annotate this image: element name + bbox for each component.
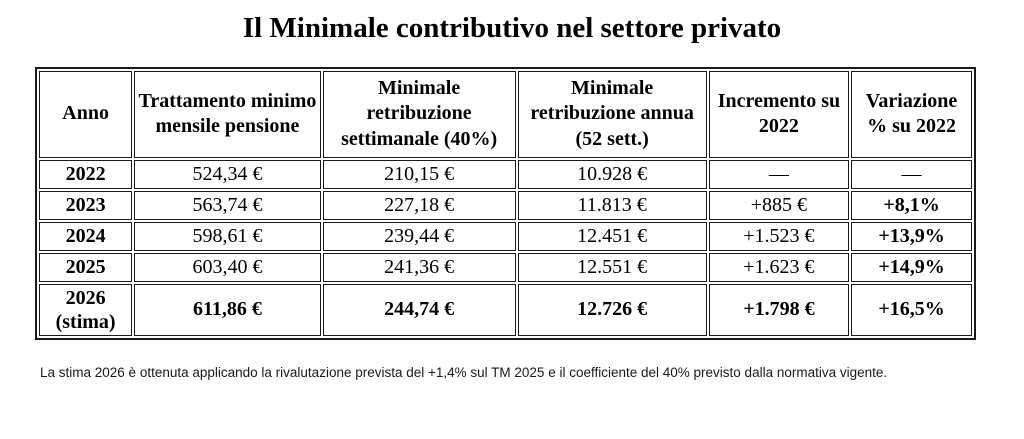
year-cell: 2026 (stima) <box>39 283 133 336</box>
year-cell: 2025 <box>39 252 133 282</box>
value-cell: 603,40 € <box>134 252 321 282</box>
column-header: Trattamento minimo mensile pensione <box>134 70 321 158</box>
header-row: Anno Trattamento minimo mensile pensione M… <box>39 70 972 158</box>
table-body: 2022 524,34 €210,15 €10.928 € — —2023 563,74… <box>39 159 972 336</box>
value-cell: — <box>708 159 850 189</box>
column-header: Minimale retribuzione settimanale (40%) <box>322 70 516 158</box>
table-row: 2026 (stima) 611,86 €244,74 €12.726 € +1.7… <box>39 283 972 336</box>
table-row: 2025 603,40 €241,36 €12.551 € +1.623 € +14,… <box>39 252 972 282</box>
year-cell: 2022 <box>39 159 133 189</box>
footnote: La stima 2026 è ottenuta applicando la r… <box>40 364 888 380</box>
value-cell: 12.451 € <box>517 221 707 251</box>
value-cell: 12.726 € <box>517 283 707 336</box>
value-cell: 241,36 € <box>322 252 516 282</box>
value-cell: +8,1% <box>851 190 972 220</box>
year-cell: 2023 <box>39 190 133 220</box>
value-cell: 611,86 € <box>134 283 321 336</box>
page-title: Il Minimale contributivo nel settore pri… <box>242 12 782 44</box>
value-cell: +14,9% <box>851 252 972 282</box>
contribution-minimum-table: Anno Trattamento minimo mensile pensione M… <box>35 66 976 340</box>
value-cell: 210,15 € <box>322 159 516 189</box>
value-cell: +885 € <box>708 190 850 220</box>
value-cell: +16,5% <box>851 283 972 336</box>
column-header: Anno <box>39 70 133 158</box>
value-cell: 11.813 € <box>517 190 707 220</box>
value-cell: 563,74 € <box>134 190 321 220</box>
value-cell: +1.623 € <box>708 252 850 282</box>
table-row: 2023 563,74 €227,18 €11.813 € +885 € +8,1% <box>39 190 972 220</box>
table-row: 2022 524,34 €210,15 €10.928 € — — <box>39 159 972 189</box>
column-header: Incremento su 2022 <box>708 70 850 158</box>
value-cell: 598,61 € <box>134 221 321 251</box>
value-cell: +13,9% <box>851 221 972 251</box>
value-cell: 239,44 € <box>322 221 516 251</box>
year-cell: 2024 <box>39 221 133 251</box>
column-header: Variazione % su 2022 <box>851 70 972 158</box>
column-header: Minimale retribuzione annua (52 sett.) <box>517 70 707 158</box>
value-cell: 244,74 € <box>322 283 516 336</box>
value-cell: +1.523 € <box>708 221 850 251</box>
value-cell: +1.798 € <box>708 283 850 336</box>
value-cell: 10.928 € <box>517 159 707 189</box>
table-row: 2024 598,61 €239,44 €12.451 € +1.523 € +13,… <box>39 221 972 251</box>
value-cell: 524,34 € <box>134 159 321 189</box>
value-cell: 227,18 € <box>322 190 516 220</box>
value-cell: — <box>851 159 972 189</box>
value-cell: 12.551 € <box>517 252 707 282</box>
